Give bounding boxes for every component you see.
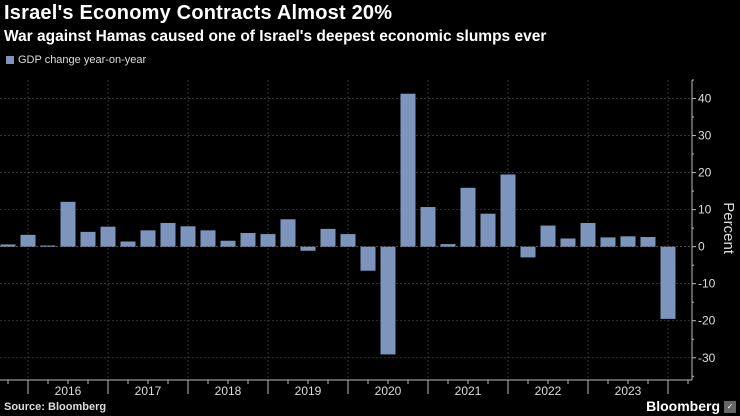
bar-2020Q4	[420, 207, 436, 247]
bloomberg-badge-icon: ✓	[724, 401, 736, 413]
bar-2017Q2	[140, 230, 156, 247]
y-tick-label: -20	[698, 314, 716, 328]
y-tick-label: 20	[698, 166, 712, 180]
bar-2017Q1	[120, 241, 136, 247]
bar-2018Q3	[240, 232, 256, 247]
legend-label: GDP change year-on-year	[18, 54, 147, 66]
bar-2022Q2	[540, 225, 556, 247]
x-tick-label: 2021	[455, 384, 482, 398]
bar-2019Q2	[300, 246, 316, 251]
bar-2018Q4	[260, 234, 276, 247]
x-tick-label: 2023	[615, 384, 642, 398]
x-tick-label: 2020	[375, 384, 402, 398]
x-tick-label: 2019	[295, 384, 322, 398]
bar-2022Q3	[560, 238, 576, 247]
bar-2020Q2	[380, 246, 396, 355]
bar-2021Q2	[460, 187, 476, 247]
bar-2016Q3	[80, 231, 96, 247]
bar-2021Q4	[500, 174, 516, 247]
bar-2016Q1	[40, 245, 56, 247]
y-tick-label: 10	[698, 203, 712, 217]
bar-2015Q3	[0, 244, 16, 247]
chart-subtitle: War against Hamas caused one of Israel's…	[4, 28, 547, 45]
legend: GDP change year-on-year	[6, 54, 146, 66]
bar-2020Q3	[400, 93, 416, 247]
x-tick-label: 2017	[135, 384, 162, 398]
bar-2018Q1	[200, 230, 216, 247]
y-tick-label: -30	[698, 351, 716, 365]
chart-title: Israel's Economy Contracts Almost 20%	[4, 2, 393, 24]
y-tick-label: -10	[698, 277, 716, 291]
x-tick-label: 2022	[535, 384, 562, 398]
bar-2020Q1	[360, 246, 376, 271]
bar-2016Q4	[100, 226, 116, 247]
x-tick-label: 2016	[55, 384, 82, 398]
y-tick-label: 30	[698, 129, 712, 143]
bar-2021Q1	[440, 244, 456, 247]
y-tick-label: 0	[698, 240, 705, 254]
y-tick-label: 40	[698, 92, 712, 106]
bar-2015Q4	[20, 234, 36, 247]
bloomberg-logo: Bloomberg	[646, 398, 720, 414]
bar-2021Q3	[480, 213, 496, 247]
bar-2018Q2	[220, 240, 236, 247]
bar-2017Q4	[180, 226, 196, 247]
bar-2023Q4	[660, 246, 676, 319]
bar-2023Q1	[600, 237, 616, 247]
bar-2016Q2	[60, 201, 76, 247]
bar-2022Q4	[580, 222, 596, 247]
y-axis-label: Percent	[720, 202, 737, 255]
bar-2019Q3	[320, 228, 336, 247]
bar-2023Q2	[620, 236, 636, 247]
bar-2017Q3	[160, 222, 176, 247]
x-tick-label: 2018	[215, 384, 242, 398]
bar-2022Q1	[520, 246, 536, 258]
bar-2023Q3	[640, 237, 656, 247]
bar-2019Q1	[280, 219, 296, 247]
source-note: Source: Bloomberg	[4, 401, 107, 413]
bar-2019Q4	[340, 234, 356, 247]
legend-swatch	[6, 56, 14, 64]
